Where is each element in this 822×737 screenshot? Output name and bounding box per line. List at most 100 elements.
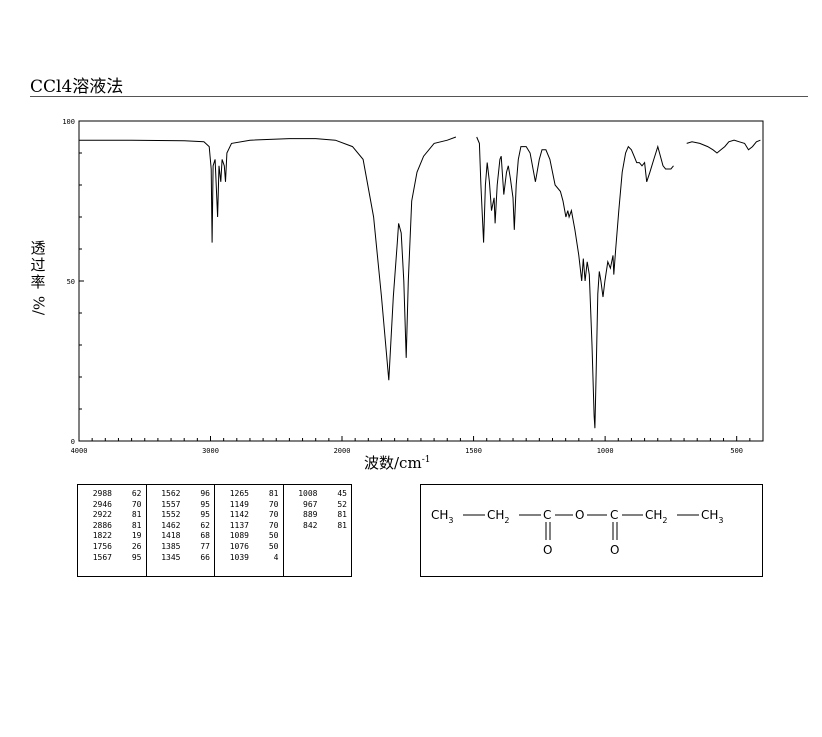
peak-table-row: 1385 77 bbox=[151, 541, 210, 553]
structure-ch2-right: CH2 bbox=[645, 508, 668, 525]
plot-frame bbox=[78, 120, 764, 442]
peak-transmittance: 62 bbox=[131, 489, 142, 498]
peak-wavenumber: 1089 bbox=[229, 531, 249, 541]
peak-wavenumber: 2886 bbox=[92, 520, 112, 530]
peak-transmittance: 66 bbox=[200, 552, 210, 562]
peak-wavenumber: 1822 bbox=[92, 531, 112, 541]
x-axis-label: 波数/cm-1 bbox=[364, 452, 430, 473]
peak-wavenumber: 2988 bbox=[92, 489, 112, 498]
structure-carbonyl-carbon-2: C bbox=[610, 508, 618, 522]
peak-transmittance: 81 bbox=[131, 520, 142, 530]
peak-table-row: 967 52 bbox=[288, 499, 347, 511]
spectrum-line bbox=[686, 139, 761, 154]
x-tick-label: 3000 bbox=[202, 447, 219, 455]
y-tick-label: 100 bbox=[62, 118, 75, 126]
x-tick-label: 2000 bbox=[334, 447, 351, 455]
structure-ester-oxygen: O bbox=[575, 508, 584, 522]
peak-wavenumber: 1418 bbox=[161, 531, 181, 541]
peak-wavenumber: 1345 bbox=[161, 552, 181, 562]
peak-transmittance: 70 bbox=[268, 510, 279, 520]
peak-transmittance: 45 bbox=[337, 489, 347, 498]
x-axis-ticks: 4000 3000 2000 1500 1000 500 bbox=[71, 436, 764, 455]
peak-transmittance: 95 bbox=[200, 510, 210, 520]
peak-table-row: 1008 45 bbox=[288, 489, 347, 500]
peak-wavenumber: 889 bbox=[303, 510, 318, 520]
x-tick-label: 1500 bbox=[465, 447, 482, 455]
x-tick-label: 500 bbox=[730, 447, 743, 455]
peak-wavenumber: 1149 bbox=[229, 499, 249, 509]
peak-transmittance: 70 bbox=[268, 499, 279, 509]
structure-formula: CH3 CH2 C O C CH2 CH3 O O bbox=[431, 508, 724, 557]
peak-wavenumber: 1562 bbox=[161, 489, 181, 498]
peak-transmittance: 52 bbox=[337, 499, 347, 509]
peak-table-row: 2886 81 bbox=[82, 521, 142, 532]
peak-transmittance: 96 bbox=[200, 489, 210, 498]
peak-transmittance: 95 bbox=[200, 499, 210, 509]
peak-transmittance: 4 bbox=[273, 552, 279, 562]
peak-table-row: 2988 62 bbox=[82, 489, 142, 500]
structure-carbonyl-oxygen-2: O bbox=[610, 543, 619, 557]
peak-table-row: 1265 81 bbox=[219, 489, 279, 500]
peak-transmittance: 26 bbox=[131, 541, 142, 551]
peak-wavenumber: 1385 bbox=[161, 541, 181, 551]
peak-table-row: 1142 70 bbox=[219, 510, 279, 521]
peak-table-row: 1552 95 bbox=[151, 510, 210, 521]
peak-transmittance: 50 bbox=[268, 541, 279, 551]
y-tick-label: 50 bbox=[67, 278, 75, 286]
peak-table-row: 1462 62 bbox=[151, 520, 210, 532]
peak-table-row: 1567 95 bbox=[82, 553, 142, 564]
peak-table-row: 2922 81 bbox=[82, 510, 142, 521]
x-tick-label: 4000 bbox=[71, 447, 88, 455]
peak-wavenumber: 1039 bbox=[229, 552, 249, 562]
y-axis-ticks: 100 50 0 bbox=[62, 118, 84, 446]
peak-table-row: 1089 50 bbox=[219, 531, 279, 542]
peak-table-row: 1557 95 bbox=[151, 499, 210, 511]
peak-wavenumber: 1557 bbox=[161, 499, 181, 509]
structure-carbonyl-oxygen-1: O bbox=[543, 543, 552, 557]
peak-table-row: 1822 19 bbox=[82, 531, 142, 542]
x-axis-label-text: 波数/cm bbox=[364, 454, 422, 472]
peak-table-row: 1149 70 bbox=[219, 500, 279, 511]
y-axis-label-char: 率 bbox=[30, 273, 46, 291]
structure-box: CH3 CH2 C O C CH2 CH3 O O bbox=[420, 484, 763, 577]
peak-table-row: 1345 66 bbox=[151, 552, 210, 564]
peak-wavenumber: 1462 bbox=[161, 520, 181, 530]
peak-table-row: 1039 4 bbox=[219, 553, 279, 564]
peak-wavenumber: 842 bbox=[303, 520, 318, 530]
peak-table-column: 2988 62 2946 70 2922 81 2886 81 1822 19 1756 26 1567… bbox=[78, 485, 147, 576]
structure-ch2-left: CH2 bbox=[487, 508, 510, 525]
peak-wavenumber: 2946 bbox=[92, 499, 112, 509]
spectrum-trace bbox=[79, 136, 761, 429]
title-divider bbox=[30, 96, 808, 97]
peak-wavenumber: 1552 bbox=[161, 510, 181, 520]
peak-transmittance: 77 bbox=[200, 541, 210, 551]
peak-table: 2988 62 2946 70 2922 81 2886 81 1822 19 1756 26 1567… bbox=[77, 484, 352, 577]
y-axis-label-char: 过 bbox=[30, 256, 46, 274]
peak-table-row: 1756 26 bbox=[82, 542, 142, 553]
peak-wavenumber: 1137 bbox=[229, 520, 249, 530]
y-axis-label-char: 透 bbox=[30, 239, 46, 257]
peak-transmittance: 81 bbox=[337, 520, 347, 530]
page-title: CCl4溶液法 bbox=[30, 77, 124, 97]
peak-wavenumber: 1076 bbox=[229, 541, 249, 551]
peak-transmittance: 68 bbox=[200, 531, 210, 541]
peak-wavenumber: 967 bbox=[303, 499, 318, 509]
peak-table-row: 2946 70 bbox=[82, 500, 142, 511]
spectrum-line bbox=[79, 136, 457, 381]
peak-table-column: 1265 81 1149 70 1142 70 1137 70 1089 50 1076 50 1039… bbox=[215, 485, 284, 576]
structure-ch3-right: CH3 bbox=[701, 508, 724, 525]
peak-table-row: 1137 70 bbox=[219, 521, 279, 532]
peak-transmittance: 50 bbox=[268, 531, 279, 541]
peak-wavenumber: 1265 bbox=[229, 489, 249, 498]
peak-transmittance: 19 bbox=[131, 531, 142, 541]
spectrum-line bbox=[476, 136, 674, 429]
peak-transmittance: 70 bbox=[268, 520, 279, 530]
peak-transmittance: 81 bbox=[337, 510, 347, 520]
peak-transmittance: 62 bbox=[200, 520, 210, 530]
x-tick-label: 1000 bbox=[597, 447, 614, 455]
peak-wavenumber: 1567 bbox=[92, 552, 112, 562]
peak-wavenumber: 1756 bbox=[92, 541, 112, 551]
peak-transmittance: 70 bbox=[131, 499, 142, 509]
peak-wavenumber: 1142 bbox=[229, 510, 249, 520]
peak-transmittance: 81 bbox=[268, 489, 279, 498]
